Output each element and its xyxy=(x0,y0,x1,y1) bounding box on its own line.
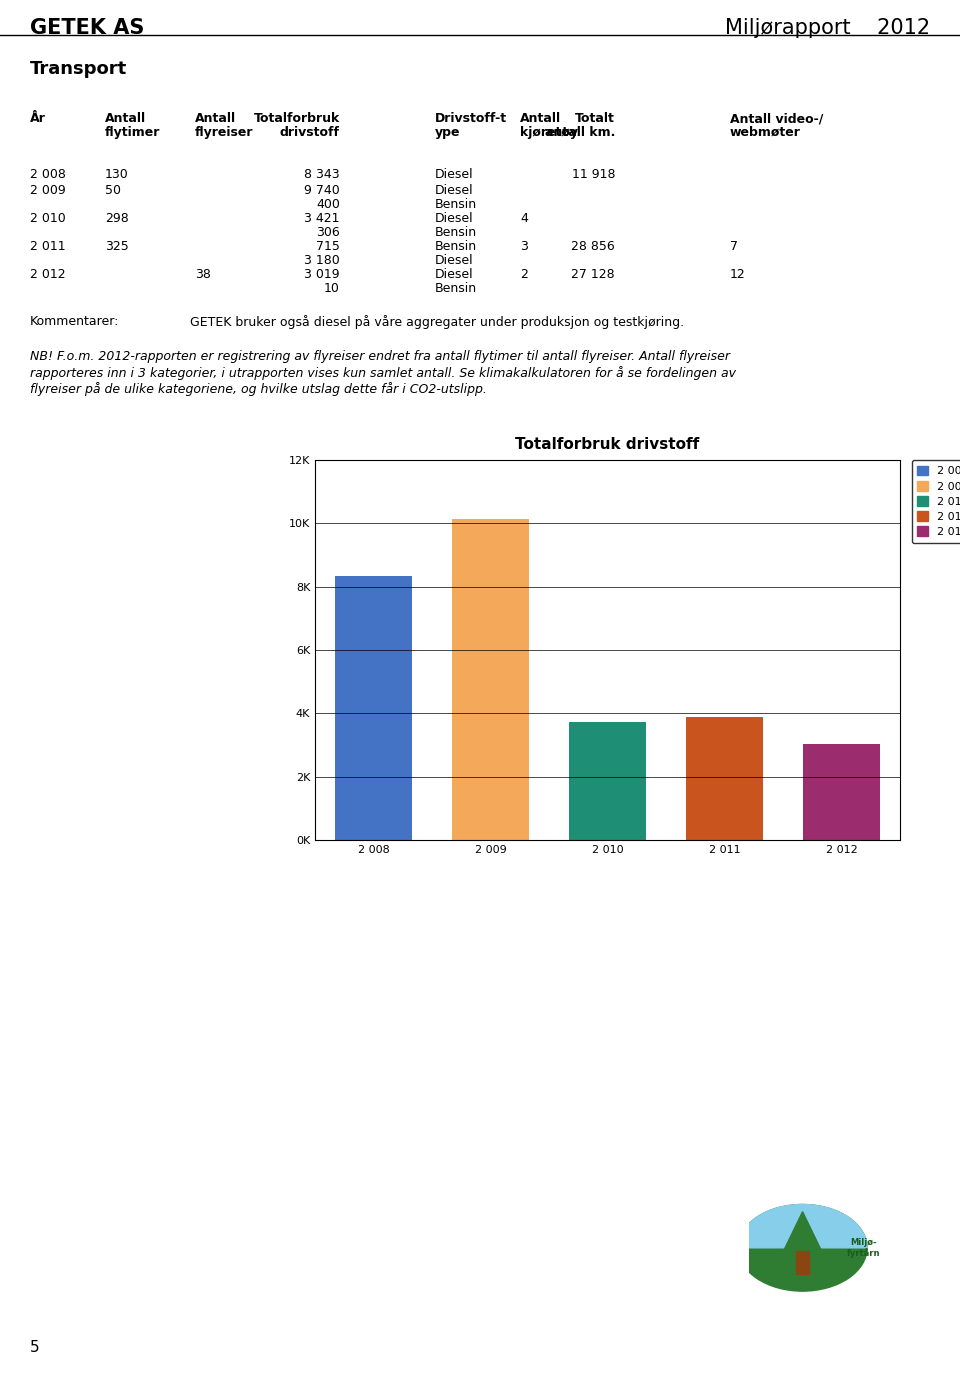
Text: Bensin: Bensin xyxy=(435,226,477,239)
Text: 2 011: 2 011 xyxy=(30,241,65,253)
Text: 10: 10 xyxy=(324,282,340,296)
Text: Diesel: Diesel xyxy=(435,212,473,226)
Text: Kommentarer:: Kommentarer: xyxy=(30,315,119,329)
Text: Totalforbruk: Totalforbruk xyxy=(253,111,340,125)
Text: 715: 715 xyxy=(316,241,340,253)
Text: År: År xyxy=(30,111,46,125)
Wedge shape xyxy=(738,1204,867,1248)
Text: 11 918: 11 918 xyxy=(571,168,615,182)
Text: 325: 325 xyxy=(105,241,129,253)
Text: Antall: Antall xyxy=(195,111,236,125)
Text: 8 343: 8 343 xyxy=(304,168,340,182)
Text: Diesel: Diesel xyxy=(435,184,473,197)
Circle shape xyxy=(738,1204,867,1291)
Text: Bensin: Bensin xyxy=(435,198,477,210)
Text: Transport: Transport xyxy=(30,60,128,78)
Text: 298: 298 xyxy=(105,212,129,226)
Text: 27 128: 27 128 xyxy=(571,268,615,280)
Text: 2 008: 2 008 xyxy=(30,168,66,182)
Text: Miljø-
fyrtårn: Miljø- fyrtårn xyxy=(848,1238,880,1258)
Text: Miljørapport    2012: Miljørapport 2012 xyxy=(725,18,930,38)
Text: Antall: Antall xyxy=(520,111,562,125)
Text: Totalt: Totalt xyxy=(575,111,615,125)
Text: 2 010: 2 010 xyxy=(30,212,65,226)
Text: 38: 38 xyxy=(195,268,211,280)
Text: Drivstoff-t: Drivstoff-t xyxy=(435,111,507,125)
Text: 3 421: 3 421 xyxy=(304,212,340,226)
Text: 3 019: 3 019 xyxy=(304,268,340,280)
Text: GETEK AS: GETEK AS xyxy=(30,18,144,38)
Text: NB! F.o.m. 2012-rapporten er registrering av flyreiser endret fra antall flytime: NB! F.o.m. 2012-rapporten er registrerin… xyxy=(30,351,730,363)
Text: Diesel: Diesel xyxy=(435,254,473,267)
Text: 5: 5 xyxy=(30,1341,39,1354)
Bar xyxy=(686,716,762,840)
Text: Antall video-/: Antall video-/ xyxy=(730,111,824,125)
Text: 2 009: 2 009 xyxy=(30,184,65,197)
Bar xyxy=(797,1251,808,1273)
Title: Totalforbruk drivstoff: Totalforbruk drivstoff xyxy=(516,437,700,452)
Text: Diesel: Diesel xyxy=(435,168,473,182)
Text: webmøter: webmøter xyxy=(730,126,801,139)
Text: Bensin: Bensin xyxy=(435,241,477,253)
Bar xyxy=(452,518,529,840)
Text: antall km.: antall km. xyxy=(544,126,615,139)
Legend: 2 008, 2 009, 2 010, 2 011, 2 012: 2 008, 2 009, 2 010, 2 011, 2 012 xyxy=(912,461,960,543)
Text: 400: 400 xyxy=(316,198,340,210)
Bar xyxy=(804,744,879,840)
Text: 12: 12 xyxy=(730,268,746,280)
Text: rapporteres inn i 3 kategorier, i utrapporten vises kun samlet antall. Se klimak: rapporteres inn i 3 kategorier, i utrapp… xyxy=(30,366,736,380)
Text: 50: 50 xyxy=(105,184,121,197)
Text: flytimer: flytimer xyxy=(105,126,160,139)
Text: ype: ype xyxy=(435,126,461,139)
Text: 28 856: 28 856 xyxy=(571,241,615,253)
Bar xyxy=(569,722,645,840)
Text: 306: 306 xyxy=(316,226,340,239)
Text: kjøretøy: kjøretøy xyxy=(520,126,578,139)
Text: Antall: Antall xyxy=(105,111,146,125)
Text: flyreiser: flyreiser xyxy=(195,126,253,139)
Text: 4: 4 xyxy=(520,212,528,226)
Polygon shape xyxy=(782,1211,823,1253)
Text: 3: 3 xyxy=(520,241,528,253)
Text: GETEK bruker også diesel på våre aggregater under produksjon og testkjøring.: GETEK bruker også diesel på våre aggrega… xyxy=(190,315,684,329)
Text: 9 740: 9 740 xyxy=(304,184,340,197)
Text: 2: 2 xyxy=(520,268,528,280)
Text: flyreiser på de ulike kategoriene, og hvilke utslag dette får i CO2-utslipp.: flyreiser på de ulike kategoriene, og hv… xyxy=(30,382,487,396)
Text: Bensin: Bensin xyxy=(435,282,477,296)
Text: 2 012: 2 012 xyxy=(30,268,65,280)
Text: Diesel: Diesel xyxy=(435,268,473,280)
Text: 3 180: 3 180 xyxy=(304,254,340,267)
Text: drivstoff: drivstoff xyxy=(280,126,340,139)
Text: 7: 7 xyxy=(730,241,738,253)
Text: 130: 130 xyxy=(105,168,129,182)
Bar xyxy=(335,576,412,840)
